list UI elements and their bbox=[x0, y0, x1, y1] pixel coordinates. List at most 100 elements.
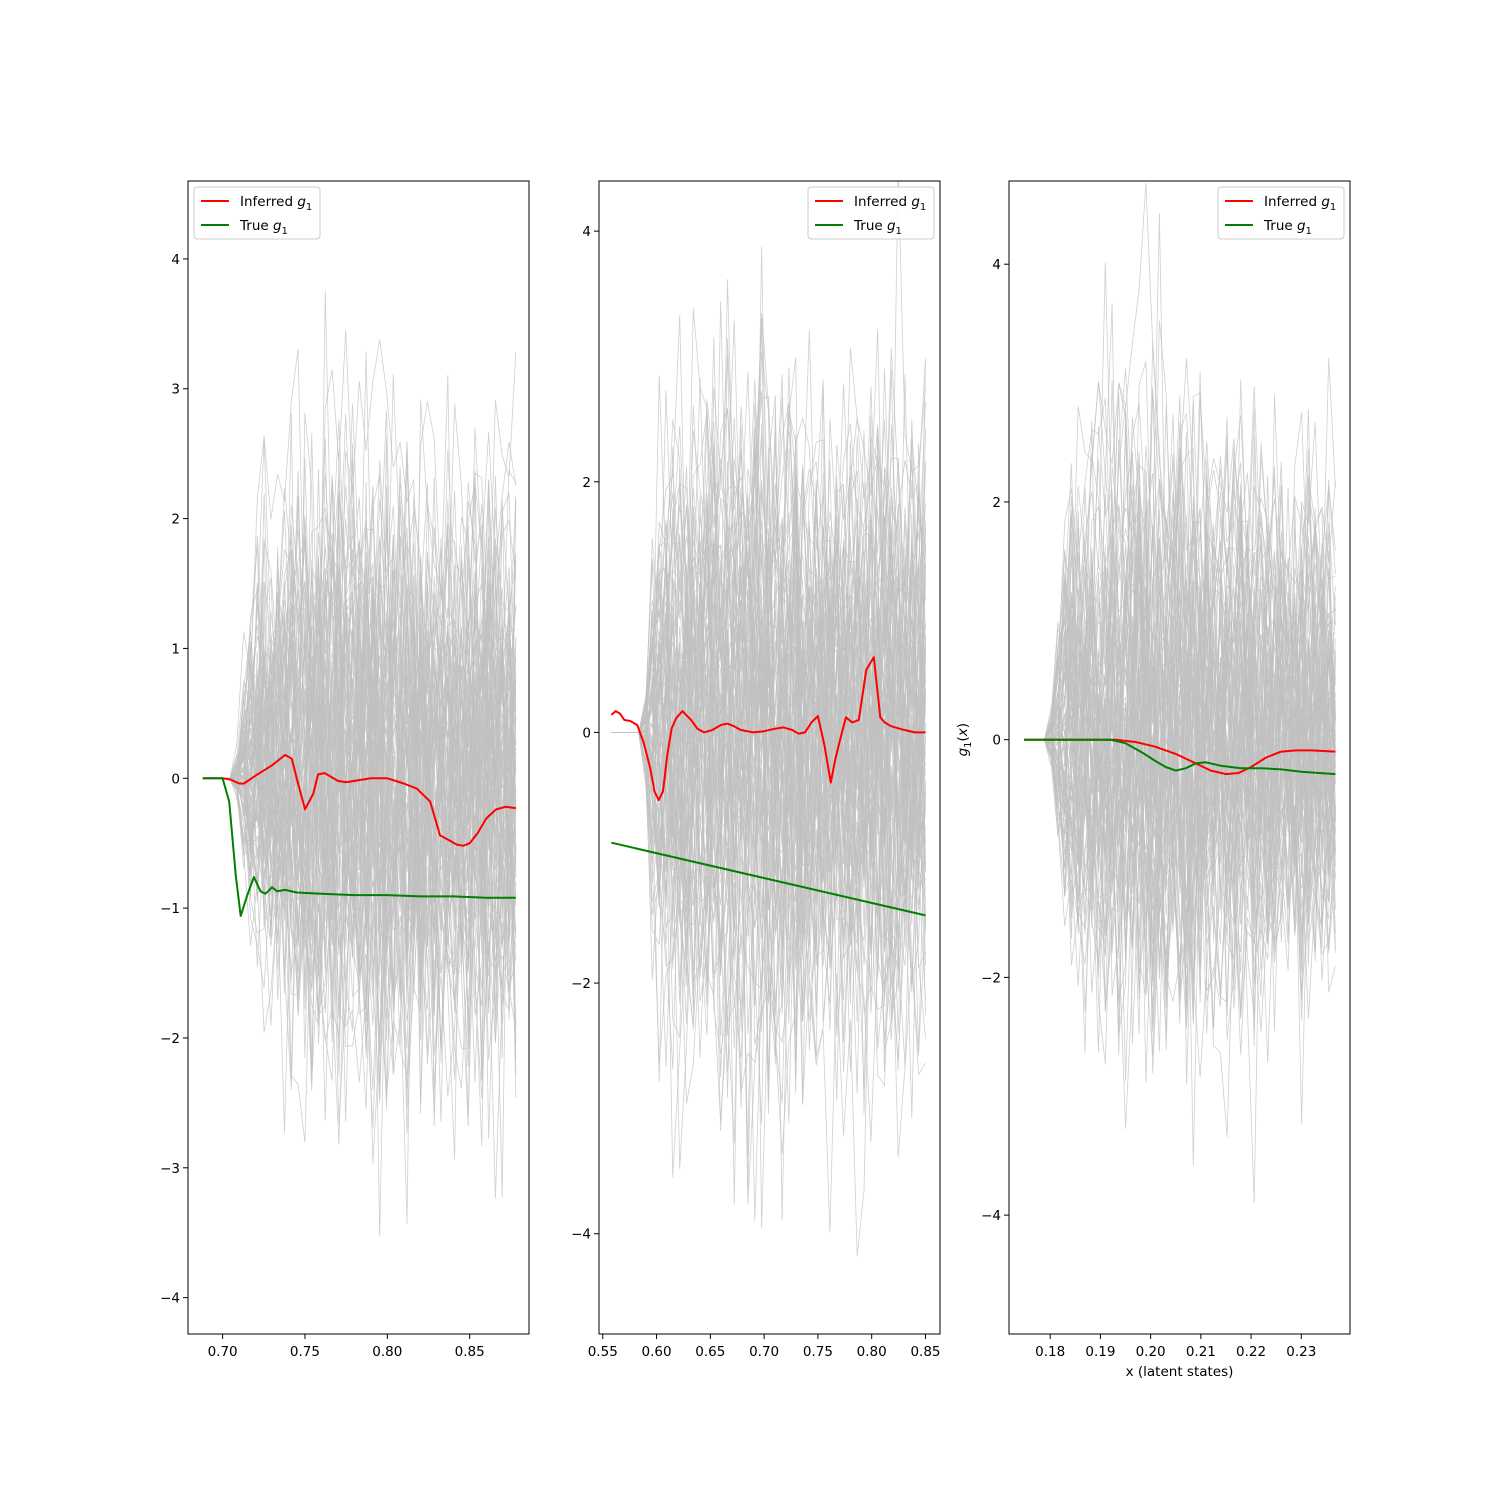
legend-label-text: Inferred bbox=[240, 194, 297, 210]
sample-curve bbox=[611, 605, 926, 1191]
sample-curve bbox=[611, 598, 926, 1090]
sample-curve bbox=[202, 548, 517, 1237]
legend-label-text: Inferred bbox=[1264, 194, 1321, 210]
y-label-paren: ) bbox=[955, 723, 971, 728]
sample-curve bbox=[202, 537, 517, 1023]
sample-curves bbox=[1024, 183, 1336, 1204]
legend-inferred-label: Inferred g1 bbox=[240, 194, 312, 213]
subplot-middle: 0.55 0.60 0.65 0.70 0.75 0.80 0.85 −4 −2 0 2 4 Infer… bbox=[571, 180, 941, 1360]
axes-frame bbox=[598, 180, 941, 1335]
sample-curve bbox=[1024, 417, 1336, 1035]
sample-curve bbox=[611, 352, 926, 1142]
sample-curve bbox=[1024, 637, 1336, 1034]
sample-curve bbox=[202, 401, 517, 828]
sample-curve bbox=[611, 514, 926, 1094]
legend-label-sub: 1 bbox=[896, 226, 902, 237]
y-tick-label: −4 bbox=[571, 1227, 591, 1243]
subplot-right: 0.18 0.19 0.20 0.21 0.22 0.23 −4 −2 0 2 4 x (latent… bbox=[955, 180, 1351, 1380]
x-tick-label: 0.75 bbox=[290, 1344, 320, 1360]
sample-curves bbox=[202, 291, 517, 1237]
x-tick-label: 0.80 bbox=[857, 1344, 887, 1360]
sample-curve bbox=[1024, 545, 1336, 1003]
y-label-sub: 1 bbox=[963, 741, 974, 747]
sample-curve bbox=[202, 516, 517, 998]
sample-curve bbox=[202, 558, 517, 1121]
y-tick-label: 0 bbox=[992, 733, 1001, 749]
y-tick-label: −2 bbox=[160, 1031, 180, 1047]
sample-curve bbox=[202, 637, 517, 961]
legend-label-sub: 1 bbox=[1306, 226, 1312, 237]
y-tick-label: −4 bbox=[160, 1291, 180, 1307]
legend-label-g: g bbox=[273, 218, 282, 234]
y-tick-label: 1 bbox=[171, 641, 180, 657]
plot-area bbox=[610, 181, 926, 1257]
sample-curve bbox=[1024, 452, 1336, 953]
y-tick-label: −4 bbox=[981, 1208, 1001, 1224]
x-tick-label: 0.60 bbox=[642, 1344, 672, 1360]
sample-curve bbox=[202, 627, 517, 1123]
sample-curve bbox=[611, 461, 926, 1006]
legend-label-text: Inferred bbox=[854, 194, 911, 210]
y-tick-label: 0 bbox=[582, 725, 591, 741]
legend-true-label: True g1 bbox=[1263, 218, 1312, 237]
sample-curve bbox=[611, 524, 926, 1011]
sample-curve bbox=[202, 496, 517, 1046]
y-tick-label: 4 bbox=[582, 224, 591, 240]
x-tick-label: 0.85 bbox=[910, 1344, 940, 1360]
legend-label-g: g bbox=[297, 194, 306, 210]
sample-curve bbox=[202, 451, 517, 908]
inferred-g1-line bbox=[610, 656, 926, 802]
sample-curve bbox=[1024, 412, 1336, 988]
y-tick-label: −3 bbox=[160, 1161, 180, 1177]
sample-curve bbox=[202, 498, 517, 1225]
y-label-paren: ( bbox=[955, 736, 971, 741]
sample-curves bbox=[611, 181, 926, 1257]
sample-curve bbox=[202, 705, 517, 1026]
legend-inferred-label: Inferred g1 bbox=[1264, 194, 1336, 213]
sample-curve bbox=[611, 455, 926, 967]
axes-frame bbox=[187, 180, 530, 1335]
legend-label-text: True bbox=[239, 218, 273, 234]
y-tick-label: −1 bbox=[160, 901, 180, 917]
x-tick-label: 0.75 bbox=[803, 1344, 833, 1360]
sample-curve bbox=[1024, 213, 1336, 941]
legend-label-text: True bbox=[853, 218, 887, 234]
y-label-x: x bbox=[955, 727, 971, 737]
axes-frame bbox=[1008, 180, 1351, 1335]
sample-curve bbox=[1024, 638, 1336, 1166]
legend-label-sub: 1 bbox=[920, 202, 926, 213]
legend-label-g: g bbox=[1297, 218, 1306, 234]
y-tick-label: −2 bbox=[981, 970, 1001, 986]
true-g1-line bbox=[1024, 738, 1336, 776]
sample-curve bbox=[611, 415, 926, 1037]
legend-inferred-label: Inferred g1 bbox=[854, 194, 926, 213]
y-tick-label: −2 bbox=[571, 976, 591, 992]
x-tick-label: 0.80 bbox=[372, 1344, 402, 1360]
x-tick-label: 0.21 bbox=[1186, 1344, 1216, 1360]
sample-curve bbox=[202, 576, 517, 1098]
sample-curve bbox=[202, 534, 517, 1024]
x-tick-label: 0.70 bbox=[208, 1344, 238, 1360]
y-tick-label: 4 bbox=[992, 257, 1001, 273]
y-tick-label: 0 bbox=[171, 771, 180, 787]
x-tick-label: 0.18 bbox=[1035, 1344, 1065, 1360]
sample-curve bbox=[611, 611, 926, 1125]
sample-curve bbox=[202, 582, 517, 1099]
legend-label-g: g bbox=[911, 194, 920, 210]
legend-label-sub: 1 bbox=[282, 226, 288, 237]
y-tick-label: 3 bbox=[171, 382, 180, 398]
sample-curve bbox=[202, 601, 517, 1058]
x-tick-label: 0.65 bbox=[695, 1344, 725, 1360]
sample-curve bbox=[611, 181, 926, 748]
x-tick-label: 0.22 bbox=[1236, 1344, 1266, 1360]
x-tick-label: 0.85 bbox=[455, 1344, 485, 1360]
inferred-g1-line bbox=[1024, 738, 1336, 776]
legend-label-g: g bbox=[887, 218, 896, 234]
x-tick-label: 0.23 bbox=[1286, 1344, 1316, 1360]
y-tick-label: 2 bbox=[582, 475, 591, 491]
y-axis-label: g1(x) bbox=[955, 723, 974, 757]
plot-area bbox=[1024, 183, 1336, 1204]
sample-curve bbox=[611, 360, 926, 810]
